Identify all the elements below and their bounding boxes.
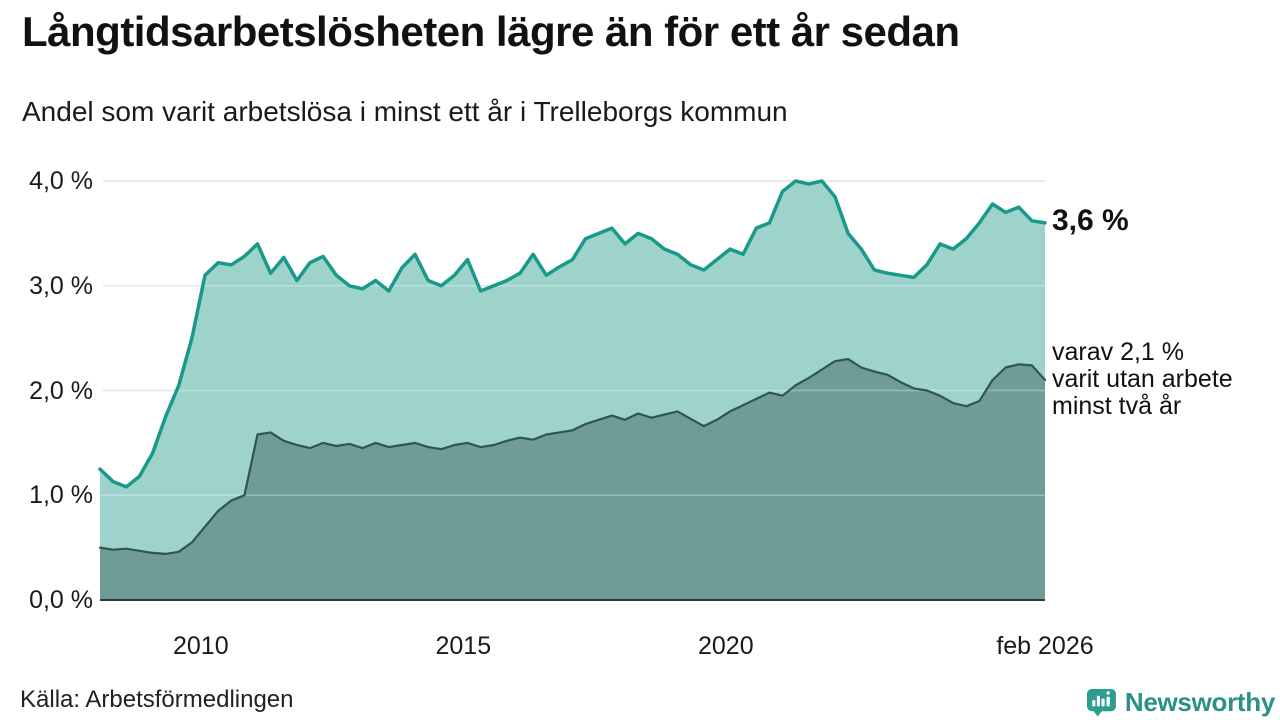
y-tick-label: 2,0 % [29, 376, 93, 405]
page-title: Långtidsarbetslösheten lägre än för ett … [22, 8, 960, 55]
y-tick-label: 0,0 % [29, 586, 93, 614]
end-value-label-secondary: varav 2,1 % varit utan arbete minst två … [1052, 339, 1233, 420]
annotation-line-2: varit utan arbete [1052, 365, 1233, 393]
end-value-label-total: 3,6 % [1052, 204, 1129, 237]
x-tick-label: 2015 [435, 632, 492, 660]
newsworthy-logo[interactable]: Newsworthy [1085, 686, 1275, 718]
newsworthy-wordmark: Newsworthy [1124, 686, 1275, 717]
x-tick-label: feb 2026 [996, 632, 1094, 660]
y-tick-label: 4,0 % [29, 167, 93, 195]
annotation-line-1: varav 2,1 % [1052, 338, 1185, 366]
y-tick-label: 1,0 % [29, 481, 93, 510]
annotation-line-3: minst två år [1052, 392, 1182, 420]
speech-bubble-bar-chart-icon [1086, 688, 1116, 717]
x-tick-label: 2010 [172, 632, 229, 660]
series-line-0 [98, 179, 1047, 489]
source-caption: Källa: Arbetsförmedlingen [20, 686, 294, 713]
chart-subtitle: Andel som varit arbetslösa i minst ett å… [22, 96, 788, 127]
x-tick-label: 2020 [697, 632, 754, 660]
series-line-1 [98, 358, 1047, 555]
series-area-1 [100, 359, 1045, 600]
y-tick-label: 3,0 % [29, 271, 93, 300]
